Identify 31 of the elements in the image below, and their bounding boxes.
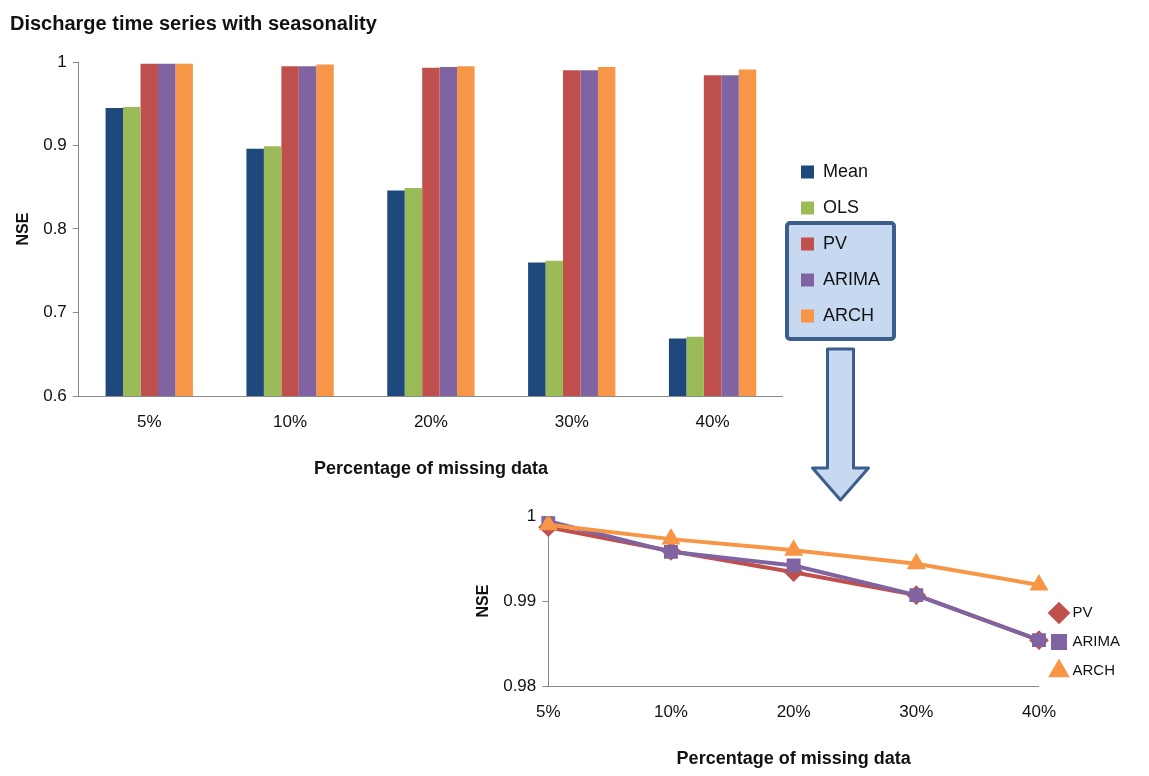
y-tick-label: 1 [57, 51, 67, 71]
x-tick-label: 10% [273, 411, 308, 431]
legend-label: Mean [822, 160, 869, 181]
x-tick-label: 5% [536, 701, 561, 721]
y-tick-label: 1 [526, 505, 537, 525]
y-tick-label: 0.8 [43, 218, 67, 238]
x-tick-label: 20% [413, 411, 448, 431]
y-axis-title: NSE [14, 212, 32, 246]
legend-label: ARIMA [822, 268, 881, 289]
x-tick-label: 20% [776, 701, 811, 721]
legend-label: ARCH [822, 304, 875, 325]
x-axis-title: Percentage of missing data [676, 748, 912, 769]
x-tick-label: 40% [1021, 701, 1057, 721]
x-tick-label: 30% [554, 411, 589, 431]
y-tick-label: 0.6 [43, 385, 67, 405]
y-tick-label: 0.98 [503, 675, 537, 695]
x-tick-label: 40% [695, 411, 730, 431]
y-tick-label: 0.9 [43, 135, 67, 155]
legend-label: PV [822, 232, 848, 253]
x-tick-label: 5% [136, 411, 162, 431]
x-tick-label: 10% [653, 701, 688, 721]
chart-title: Discharge time series with seasonality [10, 11, 378, 34]
y-tick-label: 0.7 [43, 302, 67, 322]
legend-label: PV [1072, 603, 1093, 621]
legend-label: OLS [822, 196, 860, 217]
x-tick-label: 30% [899, 701, 934, 721]
y-axis-title: NSE [474, 584, 492, 618]
legend-label: ARCH [1072, 661, 1116, 679]
y-tick-label: 0.99 [503, 590, 537, 610]
x-axis-title: Percentage of missing data [313, 458, 549, 479]
legend-label: ARIMA [1072, 632, 1121, 650]
